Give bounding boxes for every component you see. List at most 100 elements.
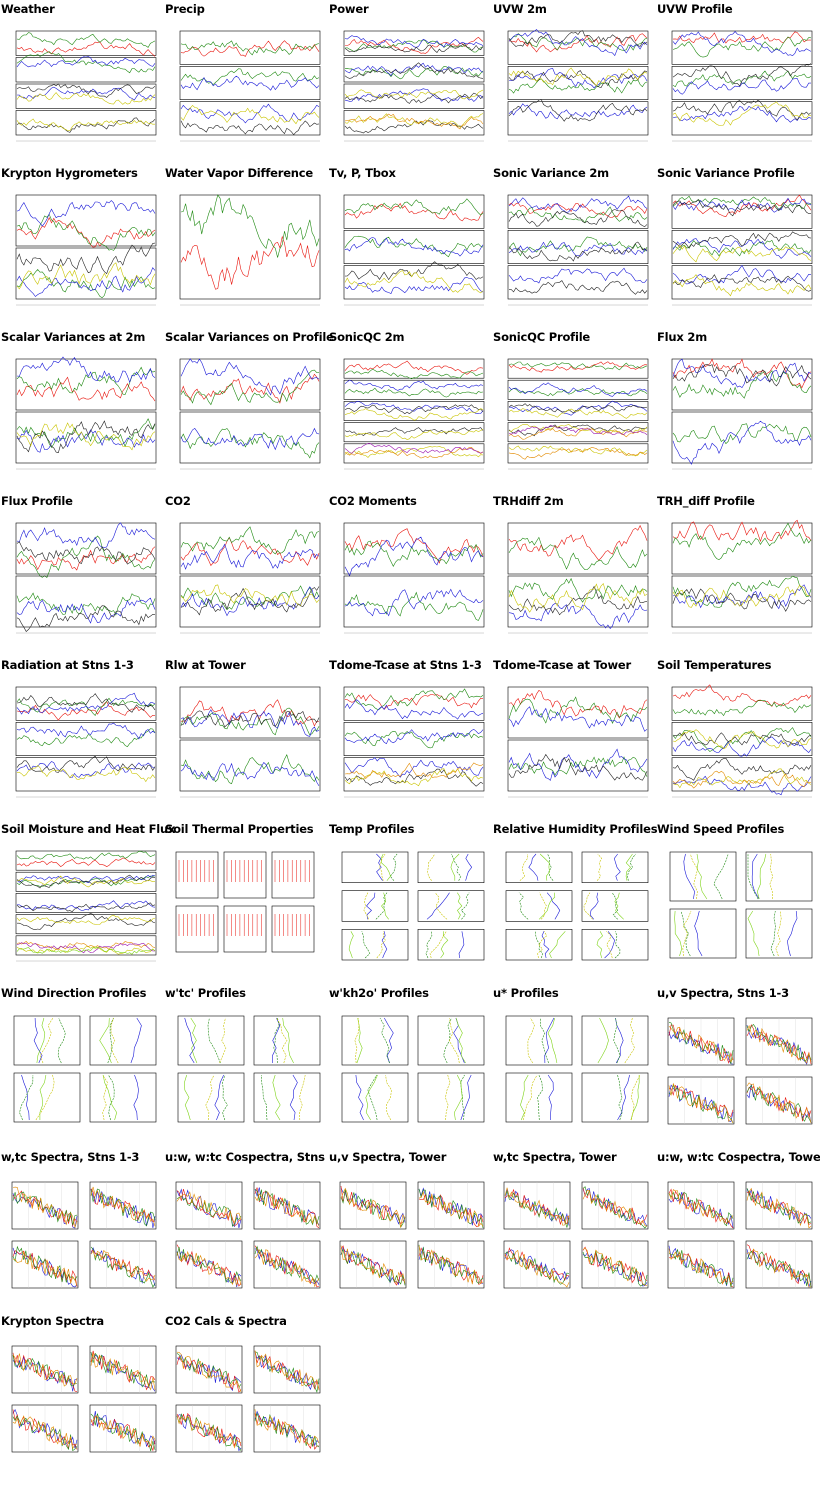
plot-thumbnail[interactable] — [166, 672, 326, 818]
plot-thumbnail[interactable] — [2, 836, 162, 982]
plot-thumbnail[interactable] — [2, 180, 162, 326]
gallery-cell-title[interactable]: Radiation at Stns 1-3 — [1, 658, 134, 672]
plot-thumbnail[interactable] — [330, 1000, 490, 1146]
gallery-cell-scalar-variances-on-profile[interactable]: Scalar Variances on Profile — [164, 330, 334, 494]
gallery-cell-relative-humidity-profiles[interactable]: Relative Humidity Profiles — [492, 822, 658, 986]
plot-thumbnail[interactable] — [330, 672, 490, 818]
gallery-cell-title[interactable]: w'tc' Profiles — [165, 986, 246, 1000]
gallery-cell-soil-moisture-and-heat-flux[interactable]: Soil Moisture and Heat Flux — [0, 822, 175, 986]
gallery-cell-trhdiff-2m[interactable]: TRHdiff 2m — [492, 494, 656, 658]
plot-thumbnail[interactable] — [2, 16, 162, 162]
gallery-cell-title[interactable]: Flux 2m — [657, 330, 707, 344]
plot-thumbnail[interactable] — [166, 508, 326, 654]
gallery-cell-sonicqc-profile[interactable]: SonicQC Profile — [492, 330, 656, 494]
plot-thumbnail[interactable] — [494, 836, 654, 982]
gallery-cell-title[interactable]: w,tc Spectra, Stns 1-3 — [1, 1150, 140, 1164]
gallery-cell-title[interactable]: TRH_diff Profile — [657, 494, 755, 508]
gallery-cell-title[interactable]: SonicQC 2m — [329, 330, 405, 344]
gallery-cell-wind-direction-profiles[interactable]: Wind Direction Profiles — [0, 986, 164, 1150]
gallery-cell-krypton-hygrometers[interactable]: Krypton Hygrometers — [0, 166, 164, 330]
gallery-cell-title[interactable]: u,v Spectra, Tower — [329, 1150, 447, 1164]
gallery-cell-title[interactable]: w'kh2o' Profiles — [329, 986, 429, 1000]
plot-thumbnail[interactable] — [658, 836, 818, 982]
gallery-cell-uvw-2m[interactable]: UVW 2m — [492, 2, 656, 166]
gallery-cell-title[interactable]: Wind Direction Profiles — [1, 986, 147, 1000]
plot-thumbnail[interactable] — [166, 1000, 326, 1146]
plot-thumbnail[interactable] — [330, 1164, 490, 1310]
plot-thumbnail[interactable] — [2, 1000, 162, 1146]
gallery-cell-title[interactable]: Scalar Variances on Profile — [165, 330, 334, 344]
plot-thumbnail[interactable] — [166, 16, 326, 162]
gallery-cell-title[interactable]: Krypton Spectra — [1, 1314, 104, 1328]
gallery-cell-krypton-spectra[interactable]: Krypton Spectra — [0, 1314, 164, 1478]
plot-thumbnail[interactable] — [166, 344, 326, 490]
gallery-cell-trh-diff-profile[interactable]: TRH_diff Profile — [656, 494, 820, 658]
gallery-cell-power[interactable]: Power — [328, 2, 492, 166]
gallery-cell-title[interactable]: Tdome-Tcase at Stns 1-3 — [329, 658, 482, 672]
plot-thumbnail[interactable] — [658, 672, 818, 818]
plot-thumbnail[interactable] — [494, 1000, 654, 1146]
gallery-cell-title[interactable]: Rlw at Tower — [165, 658, 246, 672]
gallery-cell-sonic-variance-2m[interactable]: Sonic Variance 2m — [492, 166, 656, 330]
plot-thumbnail[interactable] — [658, 508, 818, 654]
plot-thumbnail[interactable] — [2, 1328, 162, 1474]
plot-thumbnail[interactable] — [166, 180, 326, 326]
gallery-cell-precip[interactable]: Precip — [164, 2, 328, 166]
plot-thumbnail[interactable] — [658, 16, 818, 162]
gallery-cell-temp-profiles[interactable]: Temp Profiles — [328, 822, 492, 986]
gallery-cell-w-tc-spectra-stns-1-3[interactable]: w,tc Spectra, Stns 1-3 — [0, 1150, 164, 1314]
gallery-cell-title[interactable]: u:w, w:tc Cospectra, Stns — [165, 1150, 325, 1164]
gallery-cell-title[interactable]: Weather — [1, 2, 55, 16]
gallery-cell-title[interactable]: w,tc Spectra, Tower — [493, 1150, 617, 1164]
plot-thumbnail[interactable] — [330, 180, 490, 326]
gallery-cell-w-kh2o-profiles[interactable]: w'kh2o' Profiles — [328, 986, 492, 1150]
plot-thumbnail[interactable] — [658, 180, 818, 326]
gallery-cell-sonicqc-2m[interactable]: SonicQC 2m — [328, 330, 492, 494]
gallery-cell-title[interactable]: Krypton Hygrometers — [1, 166, 138, 180]
gallery-cell-title[interactable]: CO2 Moments — [329, 494, 417, 508]
plot-thumbnail[interactable] — [330, 16, 490, 162]
gallery-cell-title[interactable]: UVW 2m — [493, 2, 547, 16]
gallery-cell-soil-temperatures[interactable]: Soil Temperatures — [656, 658, 820, 822]
gallery-cell-water-vapor-difference[interactable]: Water Vapor Difference — [164, 166, 328, 330]
gallery-cell-title[interactable]: TRHdiff 2m — [493, 494, 564, 508]
gallery-cell-w-tc-profiles[interactable]: w'tc' Profiles — [164, 986, 328, 1150]
gallery-cell-title[interactable]: CO2 — [165, 494, 191, 508]
gallery-cell-flux-profile[interactable]: Flux Profile — [0, 494, 164, 658]
gallery-cell-wind-speed-profiles[interactable]: Wind Speed Profiles — [656, 822, 820, 986]
plot-thumbnail[interactable] — [166, 836, 326, 982]
plot-thumbnail[interactable] — [658, 1000, 818, 1146]
plot-thumbnail[interactable] — [494, 16, 654, 162]
plot-thumbnail[interactable] — [330, 508, 490, 654]
gallery-cell-co2[interactable]: CO2 — [164, 494, 328, 658]
gallery-cell-co2-moments[interactable]: CO2 Moments — [328, 494, 492, 658]
gallery-cell-title[interactable]: Sonic Variance Profile — [657, 166, 795, 180]
plot-thumbnail[interactable] — [658, 1164, 818, 1310]
gallery-cell-u-w-w-tc-cospectra-tower[interactable]: u:w, w:tc Cospectra, Tower — [656, 1150, 820, 1314]
gallery-cell-title[interactable]: u* Profiles — [493, 986, 559, 1000]
gallery-cell-u-w-w-tc-cospectra-stns[interactable]: u:w, w:tc Cospectra, Stns — [164, 1150, 328, 1314]
plot-thumbnail[interactable] — [494, 180, 654, 326]
gallery-cell-tdome-tcase-at-tower[interactable]: Tdome-Tcase at Tower — [492, 658, 656, 822]
gallery-cell-title[interactable]: u,v Spectra, Stns 1-3 — [657, 986, 789, 1000]
gallery-cell-sonic-variance-profile[interactable]: Sonic Variance Profile — [656, 166, 820, 330]
plot-thumbnail[interactable] — [330, 836, 490, 982]
plot-thumbnail[interactable] — [494, 344, 654, 490]
plot-thumbnail[interactable] — [2, 672, 162, 818]
gallery-cell-co2-cals-spectra[interactable]: CO2 Cals & Spectra — [164, 1314, 328, 1478]
gallery-cell-flux-2m[interactable]: Flux 2m — [656, 330, 820, 494]
gallery-cell-w-tc-spectra-tower[interactable]: w,tc Spectra, Tower — [492, 1150, 656, 1314]
gallery-cell-title[interactable]: Power — [329, 2, 369, 16]
gallery-cell-title[interactable]: Soil Thermal Properties — [165, 822, 314, 836]
plot-thumbnail[interactable] — [494, 672, 654, 818]
gallery-cell-title[interactable]: u:w, w:tc Cospectra, Tower — [657, 1150, 820, 1164]
gallery-cell-weather[interactable]: Weather — [0, 2, 164, 166]
gallery-cell-title[interactable]: Sonic Variance 2m — [493, 166, 609, 180]
gallery-cell-tv-p-tbox[interactable]: Tv, P, Tbox — [328, 166, 492, 330]
gallery-cell-title[interactable]: Soil Moisture and Heat Flux — [1, 822, 176, 836]
gallery-cell-title[interactable]: Wind Speed Profiles — [657, 822, 785, 836]
gallery-cell-title[interactable]: Tdome-Tcase at Tower — [493, 658, 631, 672]
gallery-cell-radiation-at-stns-1-3[interactable]: Radiation at Stns 1-3 — [0, 658, 164, 822]
plot-thumbnail[interactable] — [166, 1164, 326, 1310]
gallery-cell-title[interactable]: Soil Temperatures — [657, 658, 772, 672]
